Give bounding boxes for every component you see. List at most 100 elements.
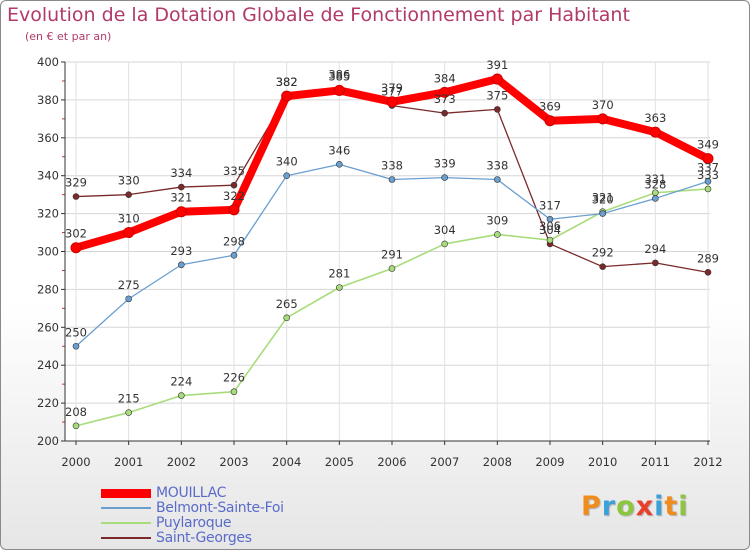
data-label-belmont-sainte-foi: 346 [328, 143, 350, 157]
x-tick-label: 2004 [272, 455, 301, 469]
data-label-saint-georges: 377 [381, 85, 403, 99]
x-tick-label: 2010 [588, 455, 617, 469]
data-point-saint-georges [441, 109, 448, 117]
data-label-mouillac: 302 [65, 227, 87, 241]
data-label-saint-georges: 292 [592, 246, 614, 260]
y-tick-label: 240 [37, 358, 59, 372]
x-tick-label: 2001 [114, 455, 143, 469]
data-point-mouillac [597, 113, 609, 125]
data-label-puylaroque: 333 [697, 168, 719, 182]
data-point-belmont-sainte-foi [546, 215, 554, 223]
legend-label: Belmont-Sainte-Foi [156, 500, 284, 516]
logo-letter: r [601, 491, 617, 522]
proxiti-logo: Proxiti [581, 491, 689, 522]
data-point-mouillac [333, 84, 345, 96]
data-label-belmont-sainte-foi: 250 [65, 325, 87, 339]
data-point-belmont-sainte-foi [494, 176, 501, 183]
chart-subtitle: (en € et par an) [25, 30, 112, 43]
data-label-mouillac: 391 [486, 58, 508, 72]
data-label-puylaroque: 208 [65, 405, 87, 419]
data-label-mouillac: 310 [118, 212, 140, 226]
data-label-mouillac: 322 [223, 189, 245, 203]
data-point-saint-georges [125, 191, 132, 198]
data-label-belmont-sainte-foi: 328 [644, 177, 666, 191]
data-label-puylaroque: 265 [276, 297, 298, 311]
data-label-mouillac: 385 [328, 69, 350, 83]
data-label-puylaroque: 309 [486, 213, 508, 227]
data-label-mouillac: 369 [539, 100, 561, 114]
data-label-puylaroque: 304 [434, 223, 456, 237]
data-label-saint-georges: 329 [65, 176, 87, 190]
data-point-saint-georges [178, 183, 185, 191]
data-point-mouillac [491, 73, 503, 85]
logo-letter: i [678, 491, 689, 522]
data-label-puylaroque: 306 [539, 219, 561, 233]
data-point-saint-georges [72, 193, 80, 200]
data-point-mouillac [228, 204, 240, 216]
data-label-belmont-sainte-foi: 317 [539, 198, 561, 212]
data-point-belmont-sainte-foi [125, 295, 132, 303]
x-tick-label: 2002 [167, 455, 196, 469]
data-point-saint-georges [599, 263, 606, 270]
legend-swatch [101, 522, 151, 524]
x-tick-label: 2006 [377, 455, 406, 469]
data-point-puylaroque [230, 388, 238, 396]
x-tick-label: 2012 [693, 455, 722, 469]
data-point-belmont-sainte-foi [178, 261, 185, 269]
data-label-mouillac: 349 [697, 138, 719, 152]
data-label-puylaroque: 226 [223, 371, 245, 385]
data-point-belmont-sainte-foi [441, 174, 448, 181]
x-tick-label: 2003 [219, 455, 248, 469]
logo-letter: x [635, 491, 655, 522]
data-point-saint-georges [230, 181, 238, 189]
legend-label: Saint-Georges [156, 530, 252, 546]
data-label-belmont-sainte-foi: 338 [381, 158, 403, 172]
y-tick-label: 320 [37, 207, 59, 221]
data-label-mouillac: 370 [592, 98, 614, 112]
data-point-puylaroque [336, 284, 343, 291]
y-tick-label: 220 [37, 396, 59, 410]
data-label-belmont-sainte-foi: 293 [170, 244, 192, 258]
data-label-puylaroque: 331 [644, 172, 666, 186]
data-label-saint-georges: 335 [223, 164, 245, 178]
legend-swatch [101, 537, 151, 539]
data-point-mouillac [386, 96, 398, 108]
data-point-puylaroque [494, 231, 501, 238]
data-point-mouillac [70, 242, 82, 254]
data-label-saint-georges: 386 [328, 68, 350, 82]
data-label-puylaroque: 291 [381, 248, 403, 262]
data-point-belmont-sainte-foi [336, 161, 343, 168]
data-point-mouillac [544, 115, 556, 127]
data-label-belmont-sainte-foi: 339 [434, 157, 456, 171]
data-point-puylaroque [388, 265, 396, 272]
y-tick-label: 400 [37, 55, 59, 69]
data-label-puylaroque: 224 [170, 375, 192, 389]
data-point-puylaroque [546, 236, 554, 244]
data-label-belmont-sainte-foi: 338 [486, 158, 508, 172]
y-tick-label: 260 [37, 320, 59, 334]
x-tick-label: 2007 [430, 455, 459, 469]
logo-letter: o [616, 491, 636, 522]
data-label-saint-georges: 375 [486, 88, 508, 102]
data-label-mouillac: 379 [381, 81, 403, 95]
data-point-puylaroque [125, 409, 132, 416]
data-point-puylaroque [283, 314, 290, 322]
data-point-belmont-sainte-foi [72, 342, 80, 350]
x-tick-label: 2000 [61, 455, 90, 469]
x-tick-label: 2011 [641, 455, 670, 469]
data-point-mouillac [702, 153, 714, 165]
data-point-mouillac [175, 206, 187, 218]
data-label-mouillac: 321 [170, 191, 192, 205]
data-label-saint-georges: 294 [644, 242, 666, 256]
x-tick-label: 2005 [325, 455, 354, 469]
data-point-belmont-sainte-foi [283, 172, 290, 179]
y-tick-label: 200 [37, 434, 59, 448]
data-label-saint-georges: 289 [697, 251, 719, 265]
y-tick-label: 360 [37, 131, 59, 145]
data-point-mouillac [281, 90, 293, 102]
y-tick-label: 380 [37, 93, 59, 107]
data-point-puylaroque [178, 392, 185, 399]
y-tick-label: 280 [37, 282, 59, 296]
data-point-puylaroque [441, 240, 448, 248]
